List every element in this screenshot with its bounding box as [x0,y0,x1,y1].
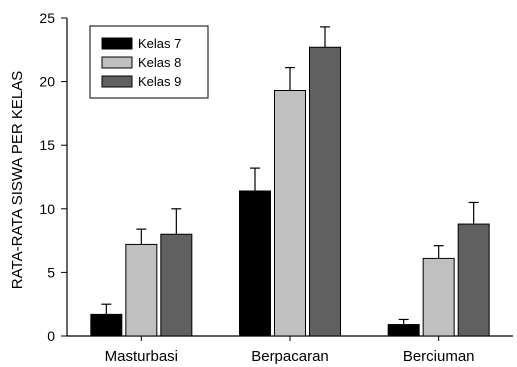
axes: 0 5 10 15 20 25 Masturbasi Berpacaran Berciuman [39,10,513,365]
bar [125,243,158,337]
legend: Kelas 7 Kelas 8 Kelas 9 [89,25,209,99]
bar [422,257,455,337]
legend-label: Kelas 7 [138,36,181,51]
x-category-label: Berciuman [403,348,475,365]
y-tick-label: 10 [39,201,55,217]
legend-label: Kelas 9 [138,74,181,89]
legend-swatch [101,56,133,69]
y-tick-label: 20 [39,74,55,90]
bars-layer [90,26,490,337]
bar [457,223,490,337]
bar [239,190,271,337]
bar [90,313,123,337]
legend-label: Kelas 8 [138,55,181,70]
y-tick-label: 25 [39,10,55,26]
y-tick-label: 15 [39,137,55,153]
legend-swatch [101,75,133,88]
y-tick-label: 5 [47,264,55,280]
bar [160,233,193,337]
legend-swatch [101,37,133,50]
bar [387,324,420,337]
bar [274,90,306,337]
y-tick-label: 0 [47,328,55,344]
x-category-label: Masturbasi [105,348,178,365]
x-category-label: Berpacaran [251,348,329,365]
bar [309,46,341,337]
y-axis-label: RATA-RATA SISWA PER KELAS [9,71,26,289]
